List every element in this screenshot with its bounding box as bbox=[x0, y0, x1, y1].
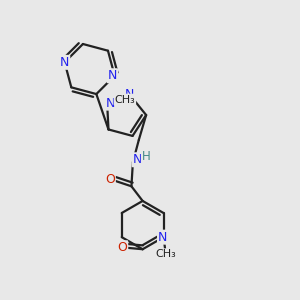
Text: O: O bbox=[105, 173, 115, 186]
Text: H: H bbox=[142, 150, 151, 163]
Text: N: N bbox=[108, 69, 117, 82]
Text: CH₃: CH₃ bbox=[115, 94, 135, 105]
Text: N: N bbox=[60, 56, 69, 69]
Text: N: N bbox=[158, 231, 167, 244]
Text: N: N bbox=[124, 88, 134, 101]
Text: O: O bbox=[117, 241, 127, 254]
Text: N: N bbox=[133, 153, 142, 166]
Text: N: N bbox=[105, 97, 115, 110]
Text: CH₃: CH₃ bbox=[155, 249, 176, 259]
